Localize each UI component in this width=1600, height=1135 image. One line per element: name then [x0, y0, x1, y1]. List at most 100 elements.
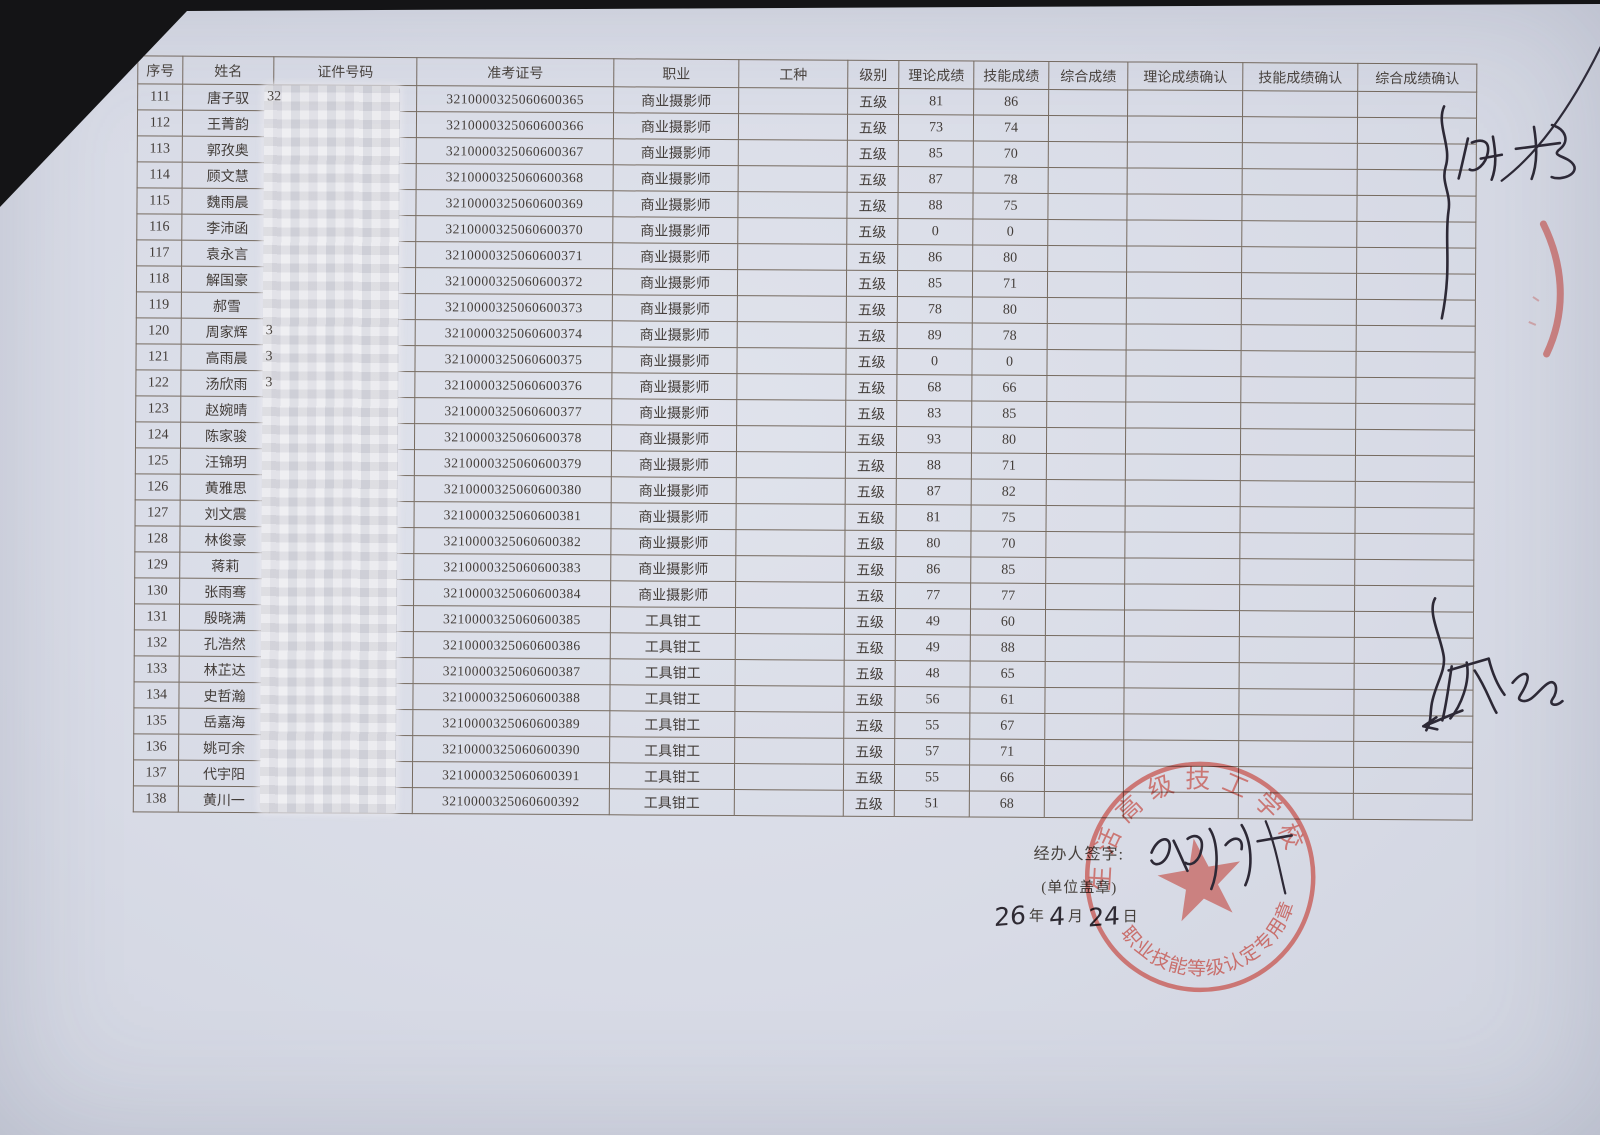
- cell-level: 五级: [844, 530, 897, 557]
- cell-name: 顾文慧: [182, 162, 274, 189]
- cell-work_type: [737, 191, 848, 219]
- cell-ticket: 3210000325060600367: [416, 137, 614, 165]
- cell-skill: 80: [972, 297, 1048, 324]
- cell-theory: 78: [897, 296, 973, 323]
- col-header-name: 姓名: [182, 56, 274, 85]
- cell-skill: 78: [972, 322, 1048, 350]
- cell-skill: 86: [973, 89, 1049, 116]
- cell-ticket: 3210000325060600391: [412, 761, 610, 789]
- cell-level: 五级: [843, 712, 895, 739]
- cell-work_type: [734, 789, 844, 817]
- cell-level: 五级: [844, 608, 896, 635]
- cell-skill_confirm: [1239, 636, 1355, 664]
- cell-comprehensive: [1045, 661, 1125, 688]
- cell-ticket: 3210000325060600373: [415, 293, 613, 321]
- cell-ticket: 3210000325060600372: [415, 267, 613, 295]
- cell-ticket: 3210000325060600378: [414, 423, 612, 451]
- cell-comprehensive_confirm: [1354, 585, 1474, 613]
- cell-skill_confirm: [1241, 298, 1357, 326]
- cell-theory_confirm: [1127, 89, 1243, 117]
- cell-skill: 0: [972, 219, 1048, 246]
- cell-comprehensive_confirm: [1354, 637, 1474, 665]
- cell-theory: 68: [896, 374, 972, 401]
- cell-occupation: 商业摄影师: [612, 242, 738, 270]
- cell-occupation: 商业摄影师: [610, 528, 737, 556]
- cell-no: 121: [135, 343, 182, 371]
- cell-theory_confirm: [1124, 505, 1241, 533]
- cell-occupation: 商业摄影师: [610, 580, 736, 608]
- cell-no: 123: [135, 395, 181, 423]
- cell-ticket: 3210000325060600387: [413, 657, 611, 685]
- cell-no: 112: [137, 109, 183, 137]
- cell-comprehensive_confirm: [1356, 247, 1476, 275]
- cell-level: 五级: [847, 140, 899, 167]
- cell-comprehensive_confirm: [1356, 195, 1477, 223]
- cell-comprehensive: [1045, 635, 1125, 662]
- cell-theory_confirm: [1124, 661, 1240, 689]
- cell-work_type: [737, 321, 847, 349]
- cell-name: 姚可余: [178, 734, 270, 761]
- cell-skill_confirm: [1240, 350, 1357, 378]
- cell-theory: 81: [898, 88, 974, 116]
- cell-no: 125: [135, 447, 181, 475]
- cell-no: 113: [137, 135, 183, 163]
- partial-stamp-fragment: [1528, 220, 1564, 358]
- cell-level: 五级: [846, 322, 898, 349]
- cell-no: 115: [136, 187, 183, 215]
- cell-theory: 73: [898, 114, 974, 142]
- cell-work_type: [738, 165, 848, 193]
- cell-name: 黄川一: [178, 786, 270, 813]
- cell-name: 林芷达: [179, 656, 271, 683]
- cell-theory_confirm: [1126, 271, 1242, 299]
- cell-level: 五级: [845, 452, 897, 479]
- cell-comprehensive: [1045, 505, 1126, 532]
- cell-level: 五级: [845, 348, 898, 375]
- cell-occupation: 工具钳工: [609, 736, 735, 764]
- cell-theory: 88: [897, 192, 974, 220]
- cell-comprehensive: [1048, 141, 1128, 168]
- cell-level: 五级: [847, 88, 899, 115]
- cell-occupation: 工具钳工: [609, 762, 735, 790]
- cell-skill_confirm: [1242, 168, 1358, 196]
- cell-ticket: 3210000325060600388: [412, 683, 611, 711]
- cell-occupation: 商业摄影师: [611, 450, 737, 478]
- cell-theory: 87: [898, 166, 974, 194]
- cell-name: 殷晓满: [179, 604, 271, 631]
- cell-no: 127: [135, 499, 181, 527]
- col-header-occupation: 职业: [613, 58, 739, 88]
- cell-skill: 0: [971, 348, 1048, 376]
- cell-ticket: 3210000325060600371: [415, 241, 613, 269]
- cell-level: 五级: [844, 660, 896, 687]
- cell-occupation: 商业摄影师: [611, 398, 737, 426]
- cell-work_type: [736, 503, 846, 531]
- col-header-level: 级别: [847, 60, 899, 89]
- cell-level: 五级: [843, 686, 896, 713]
- cell-name: 高雨晨: [180, 344, 273, 371]
- cell-theory_confirm: [1126, 245, 1242, 273]
- cell-comprehensive_confirm: [1354, 507, 1475, 535]
- col-header-skill: 技能成绩: [973, 61, 1049, 90]
- cell-theory_confirm: [1124, 609, 1240, 637]
- col-header-ticket: 准考证号: [416, 57, 614, 87]
- cell-comprehensive_confirm: [1356, 221, 1476, 249]
- cell-no: 134: [133, 681, 180, 709]
- cell-comprehensive_confirm: [1353, 767, 1473, 795]
- cell-ticket: 3210000325060600386: [413, 631, 611, 659]
- cell-theory: 55: [894, 712, 970, 739]
- cell-occupation: 工具钳工: [609, 684, 736, 712]
- cell-skill: 71: [969, 738, 1045, 766]
- cell-no: 132: [134, 629, 180, 657]
- cell-no: 118: [136, 265, 182, 293]
- cell-comprehensive_confirm: [1355, 351, 1476, 379]
- cell-skill: 88: [970, 634, 1046, 662]
- cell-theory: 93: [896, 426, 972, 453]
- cell-work_type: [734, 763, 844, 791]
- cell-level: 五级: [843, 790, 895, 817]
- cell-no: 137: [133, 759, 179, 787]
- cell-skill_confirm: [1241, 194, 1358, 222]
- cell-skill: 70: [973, 141, 1049, 168]
- cell-ticket: 3210000325060600390: [412, 735, 610, 763]
- cell-work_type: [738, 139, 848, 167]
- cell-occupation: 商业摄影师: [612, 268, 738, 296]
